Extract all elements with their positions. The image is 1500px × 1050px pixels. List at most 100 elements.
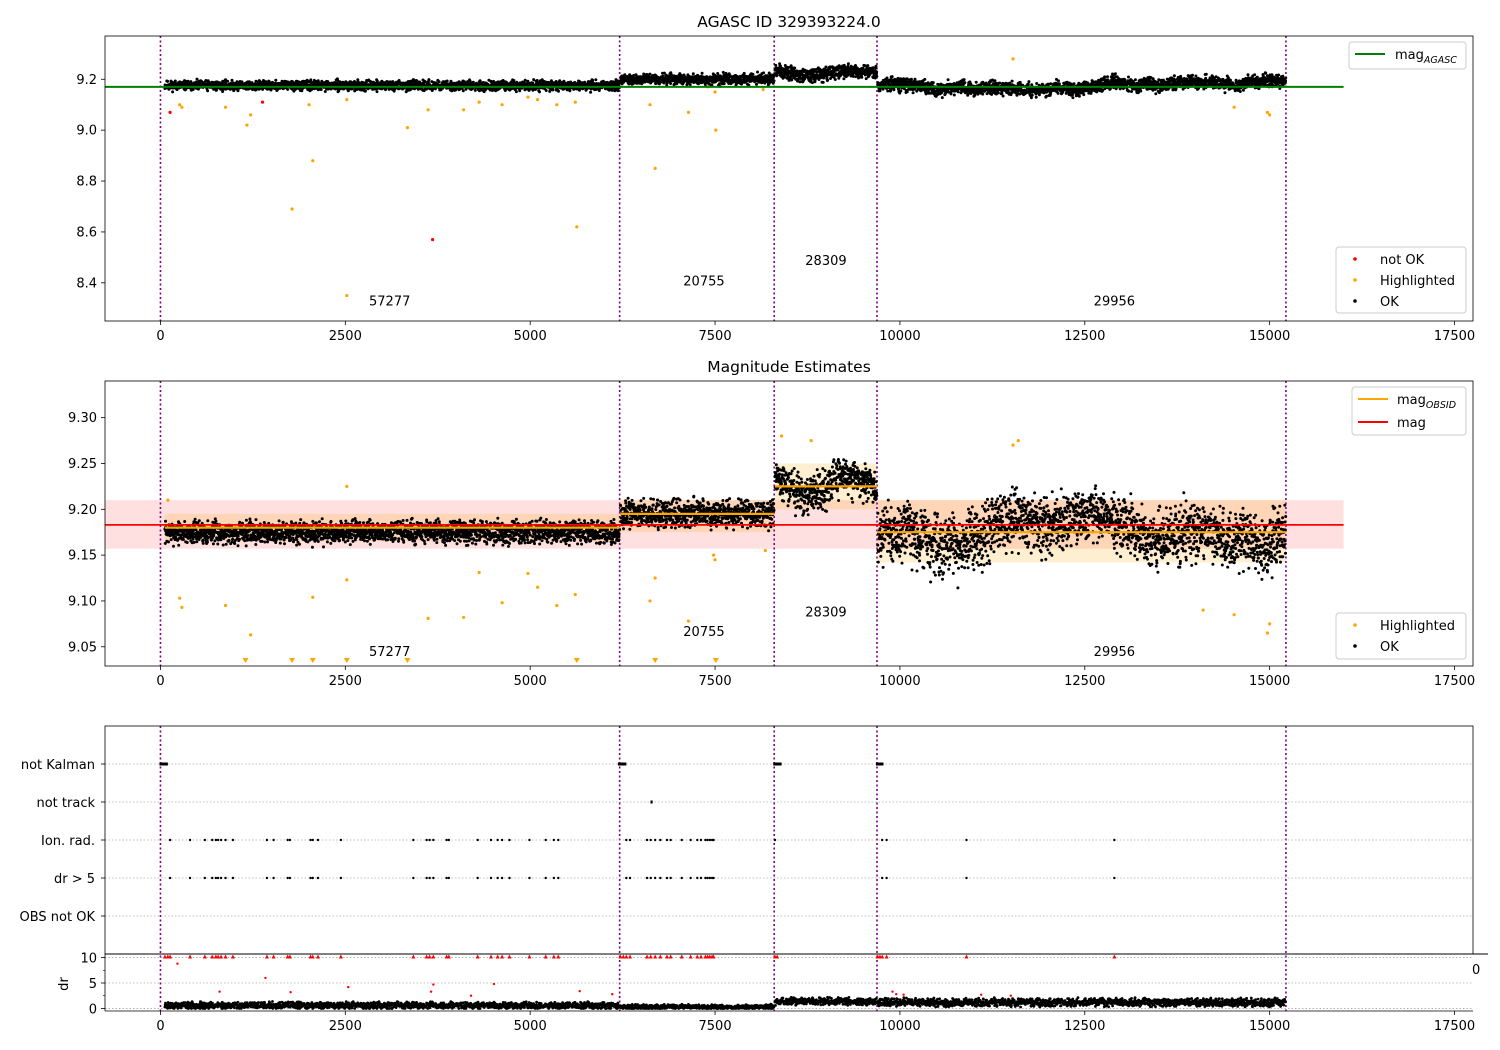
ok-point	[824, 65, 828, 69]
ok-point	[1010, 79, 1014, 83]
ok-point	[568, 89, 572, 93]
ok-point	[544, 89, 548, 92]
ok-point	[364, 89, 367, 93]
ok-point	[594, 78, 598, 82]
ok-point	[589, 90, 593, 94]
ok-point	[1106, 75, 1109, 79]
ok-point	[1056, 91, 1060, 95]
ok-point	[1077, 94, 1081, 98]
ok-point	[1057, 79, 1060, 83]
ok-point	[956, 90, 960, 94]
ok-point	[962, 78, 966, 82]
ok-point	[913, 77, 917, 81]
ok-point	[892, 88, 896, 92]
ok-point	[514, 90, 518, 94]
chart-title: AGASC ID 329393224.0	[697, 13, 881, 31]
ok-point	[166, 79, 170, 83]
ok-point	[1001, 94, 1005, 98]
ok-point	[557, 89, 560, 93]
ok-point	[206, 89, 210, 93]
ok-point	[815, 70, 819, 74]
ok-point	[1049, 82, 1053, 86]
ok-point	[688, 83, 692, 87]
ok-point	[911, 91, 915, 95]
ok-point	[889, 88, 893, 92]
ok-point	[1044, 94, 1048, 98]
ok-point	[610, 88, 614, 92]
ok-point	[952, 93, 956, 97]
ok-point	[512, 79, 516, 82]
ok-point	[963, 81, 967, 85]
ok-point	[323, 90, 327, 93]
ok-point	[1057, 82, 1061, 86]
ok-point	[230, 78, 234, 82]
ok-point	[842, 77, 846, 81]
ok-point	[821, 80, 825, 84]
ok-point	[833, 78, 837, 81]
ok-point	[445, 79, 449, 83]
ok-point	[204, 79, 208, 82]
ok-point	[427, 80, 430, 84]
ok-point	[890, 75, 894, 79]
ok-point	[236, 89, 240, 93]
ok-point	[886, 89, 890, 93]
ok-point	[905, 90, 909, 94]
ok-point	[793, 66, 797, 70]
ok-point	[949, 92, 953, 96]
ok-point	[803, 77, 807, 81]
ok-point	[591, 78, 595, 82]
ok-point	[437, 80, 441, 84]
ok-point	[1035, 82, 1039, 85]
ok-point	[875, 70, 879, 74]
ok-point	[375, 90, 379, 94]
ok-point	[173, 79, 177, 83]
ok-point	[946, 78, 950, 82]
ok-point	[700, 71, 704, 75]
ok-point	[309, 78, 313, 82]
ok-point	[1027, 80, 1031, 84]
ok-point	[940, 96, 944, 100]
ok-point	[1082, 93, 1086, 97]
ok-point	[691, 72, 695, 76]
ok-point	[755, 82, 758, 86]
ok-point	[247, 80, 251, 84]
ok-point	[461, 89, 465, 93]
ok-point	[1071, 93, 1075, 96]
ok-point	[899, 89, 903, 93]
ok-point	[240, 80, 244, 84]
ok-point	[356, 78, 360, 82]
ok-point	[866, 64, 870, 68]
ok-point	[846, 62, 850, 66]
ok-point	[191, 88, 195, 91]
ok-point	[742, 71, 746, 75]
ok-point	[722, 82, 726, 86]
ok-point	[1072, 82, 1076, 86]
ok-point	[404, 90, 408, 94]
ok-point	[1113, 72, 1117, 76]
ok-point	[1034, 95, 1038, 99]
ok-point	[412, 78, 416, 82]
ok-point	[1030, 93, 1034, 97]
ok-point	[473, 88, 477, 92]
ok-point	[254, 79, 258, 83]
ok-point	[319, 88, 323, 91]
ok-point	[756, 70, 759, 74]
ok-point	[974, 80, 978, 84]
agasc-magnitude-chart: AGASC ID 329393224.057277207552830929956…	[76, 13, 1475, 344]
ok-point	[171, 90, 175, 94]
ok-point	[189, 80, 193, 84]
ok-point	[669, 82, 673, 85]
ok-point	[375, 79, 379, 83]
ok-point	[1103, 75, 1107, 79]
ok-point	[923, 77, 927, 81]
ok-point	[721, 70, 725, 74]
ok-point	[1000, 91, 1004, 95]
ok-point	[286, 87, 290, 91]
ok-point	[751, 72, 755, 76]
ok-point	[551, 88, 555, 92]
ok-point	[518, 89, 522, 93]
ok-point	[909, 77, 913, 81]
ok-point	[548, 89, 552, 93]
ok-point	[996, 91, 1000, 95]
